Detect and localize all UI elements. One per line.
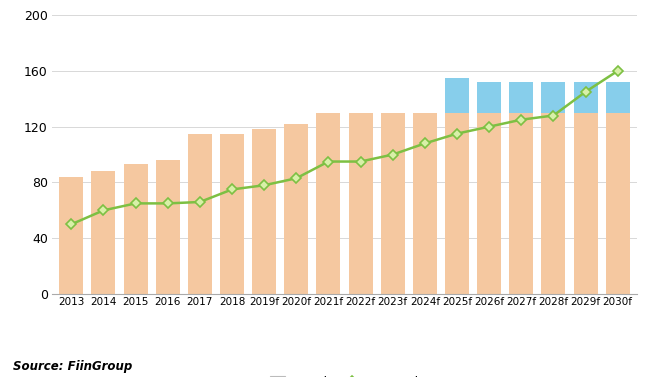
Bar	[606, 113, 630, 294]
Bar	[284, 124, 308, 294]
Bar	[606, 82, 630, 113]
Bar	[59, 177, 83, 294]
Bar	[445, 113, 469, 294]
Bar	[509, 82, 534, 113]
Bar	[381, 113, 405, 294]
Bar	[541, 82, 566, 113]
Bar	[155, 160, 180, 294]
Bar	[92, 171, 116, 294]
Bar	[124, 164, 148, 294]
Bar	[220, 134, 244, 294]
Bar	[317, 113, 341, 294]
Legend: Supply, Demand: Supply, Demand	[265, 371, 424, 377]
Bar	[252, 129, 276, 294]
Text: Source: FiinGroup: Source: FiinGroup	[13, 360, 132, 373]
Bar	[413, 113, 437, 294]
Bar	[509, 113, 534, 294]
Bar	[477, 82, 501, 113]
Bar	[541, 113, 566, 294]
Bar	[573, 113, 597, 294]
Bar	[348, 113, 372, 294]
Bar	[477, 113, 501, 294]
Bar	[188, 134, 212, 294]
Bar	[573, 82, 597, 113]
Bar	[445, 78, 469, 113]
